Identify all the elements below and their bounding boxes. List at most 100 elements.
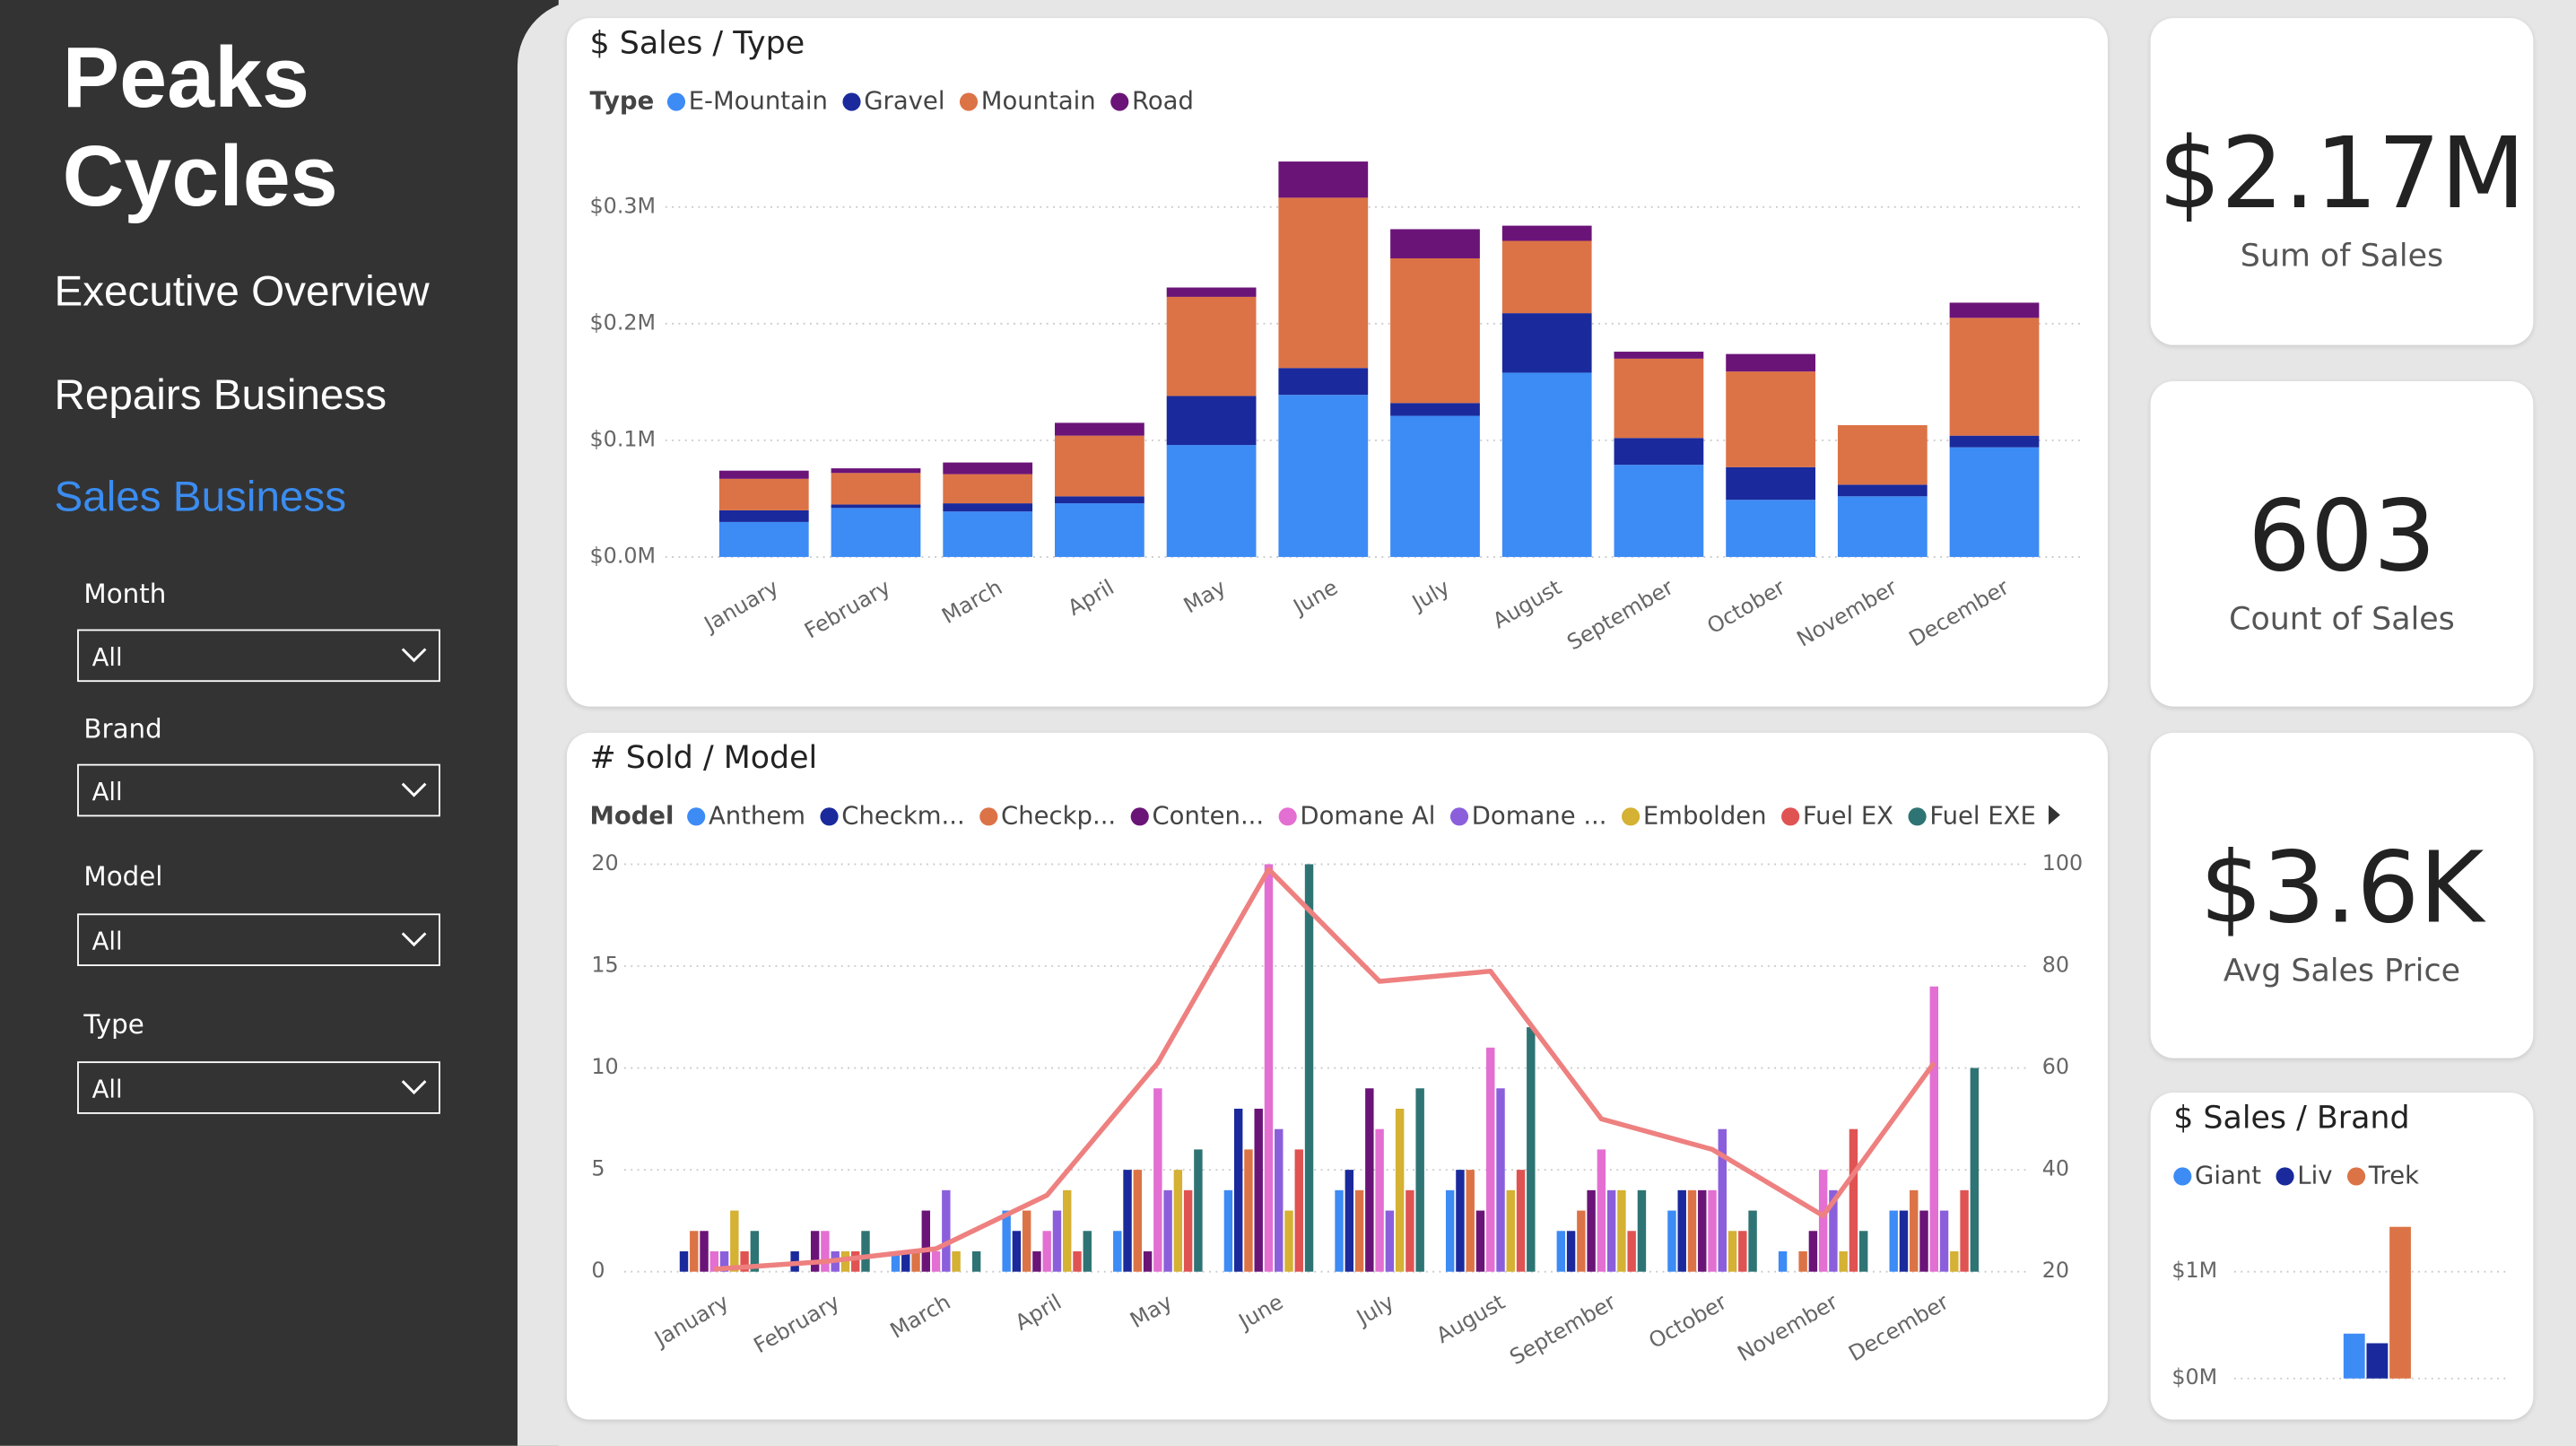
- legend-label: Gravel: [864, 88, 944, 116]
- bar-segment: [1278, 395, 1369, 557]
- bar-segment: [1837, 496, 1928, 557]
- nav-link[interactable]: Repairs Business: [54, 370, 387, 420]
- bar: [750, 1231, 760, 1272]
- bar-segment: [1726, 353, 1815, 372]
- bar: [1950, 1250, 1959, 1272]
- legend-label: Road: [1132, 88, 1194, 116]
- bar: [911, 1250, 920, 1272]
- legend-label: Domane ...: [1472, 802, 1607, 830]
- bar: [1939, 1210, 1949, 1272]
- bar-segment: [943, 474, 1033, 504]
- y-tick-label: $0.2M: [590, 309, 657, 335]
- filter-dropdown[interactable]: All: [77, 913, 440, 966]
- legend-swatch: [959, 92, 979, 111]
- bar: [1818, 1170, 1828, 1272]
- chart-title: $ Sales / Brand: [2173, 1100, 2409, 1136]
- bar-segment: [1949, 318, 2040, 436]
- bar: [891, 1250, 901, 1272]
- bar-segment: [1055, 503, 1144, 557]
- legend-swatch: [666, 92, 686, 111]
- bar: [1566, 1231, 1576, 1272]
- x-tick-label: April: [1011, 1289, 1066, 1335]
- legend-label: Liv: [2297, 1162, 2332, 1189]
- bar-segment: [1166, 445, 1257, 557]
- line-series: [714, 867, 1936, 1272]
- chevron: [401, 932, 427, 947]
- bar-segment: [831, 508, 921, 557]
- bar: [1365, 1088, 1374, 1272]
- bar-segment: [1614, 358, 1704, 439]
- legend-scroll-arrow[interactable]: [2049, 805, 2060, 825]
- bar: [2343, 1333, 2365, 1379]
- bar: [1829, 1189, 1838, 1272]
- bar-segment: [1278, 161, 1369, 198]
- bar-segment: [1166, 287, 1257, 297]
- x-tick-label: May: [1179, 574, 1231, 618]
- bar: [1163, 1189, 1172, 1272]
- bar: [1275, 1128, 1284, 1272]
- bar: [1738, 1231, 1747, 1272]
- bar: [1244, 1149, 1253, 1272]
- nav-link[interactable]: Sales Business: [54, 471, 347, 521]
- bar-segment: [1614, 465, 1704, 557]
- x-tick-label: October: [1703, 574, 1790, 639]
- bar: [1687, 1189, 1697, 1272]
- bar: [719, 1250, 729, 1272]
- legend-swatch: [1781, 807, 1800, 826]
- legend-swatch: [1110, 92, 1129, 111]
- bar: [952, 1250, 961, 1272]
- nav-link[interactable]: Executive Overview: [54, 266, 430, 316]
- filter-label: Model: [83, 860, 163, 893]
- bar: [1970, 1067, 1980, 1272]
- bar: [1486, 1047, 1495, 1272]
- legend-label: Checkm...: [841, 802, 964, 830]
- x-tick-label: August: [1432, 1289, 1510, 1348]
- bar-segment: [1390, 229, 1480, 259]
- bar-segment: [1501, 313, 1592, 373]
- bar: [1677, 1189, 1686, 1272]
- bar-segment: [831, 504, 921, 509]
- filter-dropdown[interactable]: All: [77, 629, 440, 683]
- legend-swatch: [1130, 807, 1149, 826]
- bar-segment: [831, 468, 921, 474]
- x-tick-label: February: [750, 1289, 844, 1358]
- legend-swatch: [1278, 807, 1297, 826]
- y-tick-label: $1M: [2171, 1258, 2217, 1283]
- legend-label: Domane Al: [1300, 802, 1435, 830]
- bar-segment: [718, 470, 809, 479]
- bar: [861, 1231, 870, 1272]
- bar-segment: [831, 473, 921, 505]
- x-tick-label: March: [937, 574, 1006, 629]
- app-title: Peaks Cycles: [62, 30, 338, 225]
- kpi-value: 603: [2248, 479, 2436, 596]
- filter-dropdown[interactable]: All: [77, 763, 440, 817]
- legend-label: Giant: [2195, 1162, 2261, 1189]
- bar: [901, 1250, 910, 1272]
- y-tick-label: 5: [591, 1156, 605, 1181]
- bar: [1708, 1189, 1717, 1272]
- bar: [1345, 1170, 1354, 1272]
- x-tick-label: July: [1351, 1289, 1398, 1331]
- kpi-label: Avg Sales Price: [2223, 953, 2461, 989]
- filter-dropdown[interactable]: All: [77, 1061, 440, 1114]
- y-tick-label: $0.1M: [590, 426, 657, 451]
- kpi-label: Sum of Sales: [2240, 238, 2444, 274]
- bar: [730, 1210, 739, 1272]
- filter-label: Month: [83, 578, 167, 610]
- legend-swatch: [842, 92, 861, 111]
- bar-segment: [1949, 302, 2040, 318]
- bar: [851, 1250, 860, 1272]
- bar: [1254, 1108, 1263, 1272]
- bar: [1022, 1210, 1031, 1272]
- legend-label: Trek: [2368, 1162, 2419, 1189]
- bar: [1627, 1231, 1636, 1272]
- bar: [810, 1231, 820, 1272]
- bar-segment: [1949, 447, 2040, 557]
- bar-segment: [1055, 422, 1144, 436]
- y-tick-label: 20: [591, 850, 618, 875]
- x-tick-label: September: [1562, 574, 1677, 655]
- y-tick-label: $0.3M: [590, 193, 657, 218]
- bar-segment: [718, 510, 809, 522]
